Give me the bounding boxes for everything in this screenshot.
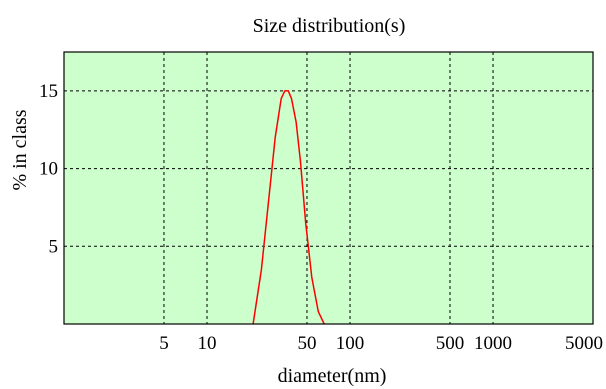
- x-tick-label: 500: [436, 333, 465, 354]
- y-tick-label: 10: [39, 159, 58, 180]
- y-tick-label: 15: [39, 81, 58, 102]
- plot-frame: [63, 51, 594, 325]
- x-tick-label: 1000: [474, 333, 512, 354]
- x-tick-label: 100: [336, 333, 365, 354]
- x-tick-label: 5000: [565, 333, 603, 354]
- x-axis-label: diameter(nm): [278, 365, 387, 387]
- series-line: [252, 90, 325, 325]
- chart-title: Size distribution(s): [253, 15, 406, 37]
- x-tick-label: 5: [159, 333, 169, 354]
- x-tick-labels: 5 10 50 100 500 1000 5000: [159, 333, 603, 354]
- x-tick-label: 50: [297, 333, 316, 354]
- plot-area: [64, 52, 593, 324]
- grid-lines: [64, 52, 593, 324]
- x-tick-label: 10: [198, 333, 217, 354]
- y-axis-label: % in class: [9, 109, 31, 190]
- y-tick-labels: 5 10 15: [39, 81, 58, 257]
- y-tick-label: 5: [49, 236, 59, 257]
